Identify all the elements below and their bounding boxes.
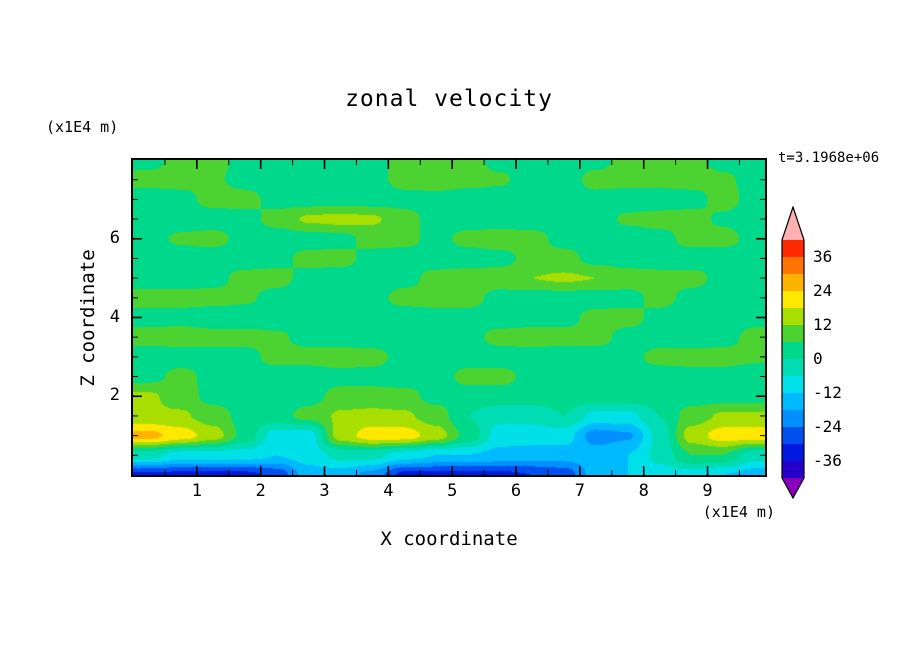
z-tick-label: 6	[109, 227, 120, 248]
x-tick-label: 3	[319, 481, 330, 501]
z-tick-label: 2	[109, 385, 120, 406]
colorbar-label: 24	[813, 281, 833, 300]
x-tick-label: 6	[510, 481, 522, 501]
x-tick-label: 7	[574, 481, 585, 501]
time-annotation: t=3.1968e+06	[778, 150, 880, 166]
x-tick-label: 4	[383, 481, 394, 501]
colorbar-label: 0	[813, 349, 823, 368]
colorbar-label: 12	[813, 315, 833, 334]
x-tick-label: 1	[191, 481, 202, 501]
z-tick-label: 4	[109, 306, 120, 327]
y-axis-units: (x1E4 m)	[46, 118, 119, 136]
colorbar-label: 36	[813, 247, 833, 266]
x-tick-label: 9	[702, 481, 713, 501]
x-tick-label: 2	[255, 481, 266, 501]
x-tick-label: 5	[447, 481, 458, 501]
colorbar-label: -12	[813, 383, 842, 402]
colorbar-label: -24	[813, 417, 842, 436]
x-tick-label: 8	[638, 481, 649, 501]
contour-field-canvas	[133, 160, 765, 475]
plot-frame	[131, 158, 767, 477]
x-axis-units: (x1E4 m)	[702, 503, 775, 521]
colorbar-label: -36	[813, 451, 842, 470]
chart-title: zonal velocity	[345, 86, 553, 112]
x-axis-title: X coordinate	[380, 528, 518, 550]
colorbar	[781, 206, 805, 500]
